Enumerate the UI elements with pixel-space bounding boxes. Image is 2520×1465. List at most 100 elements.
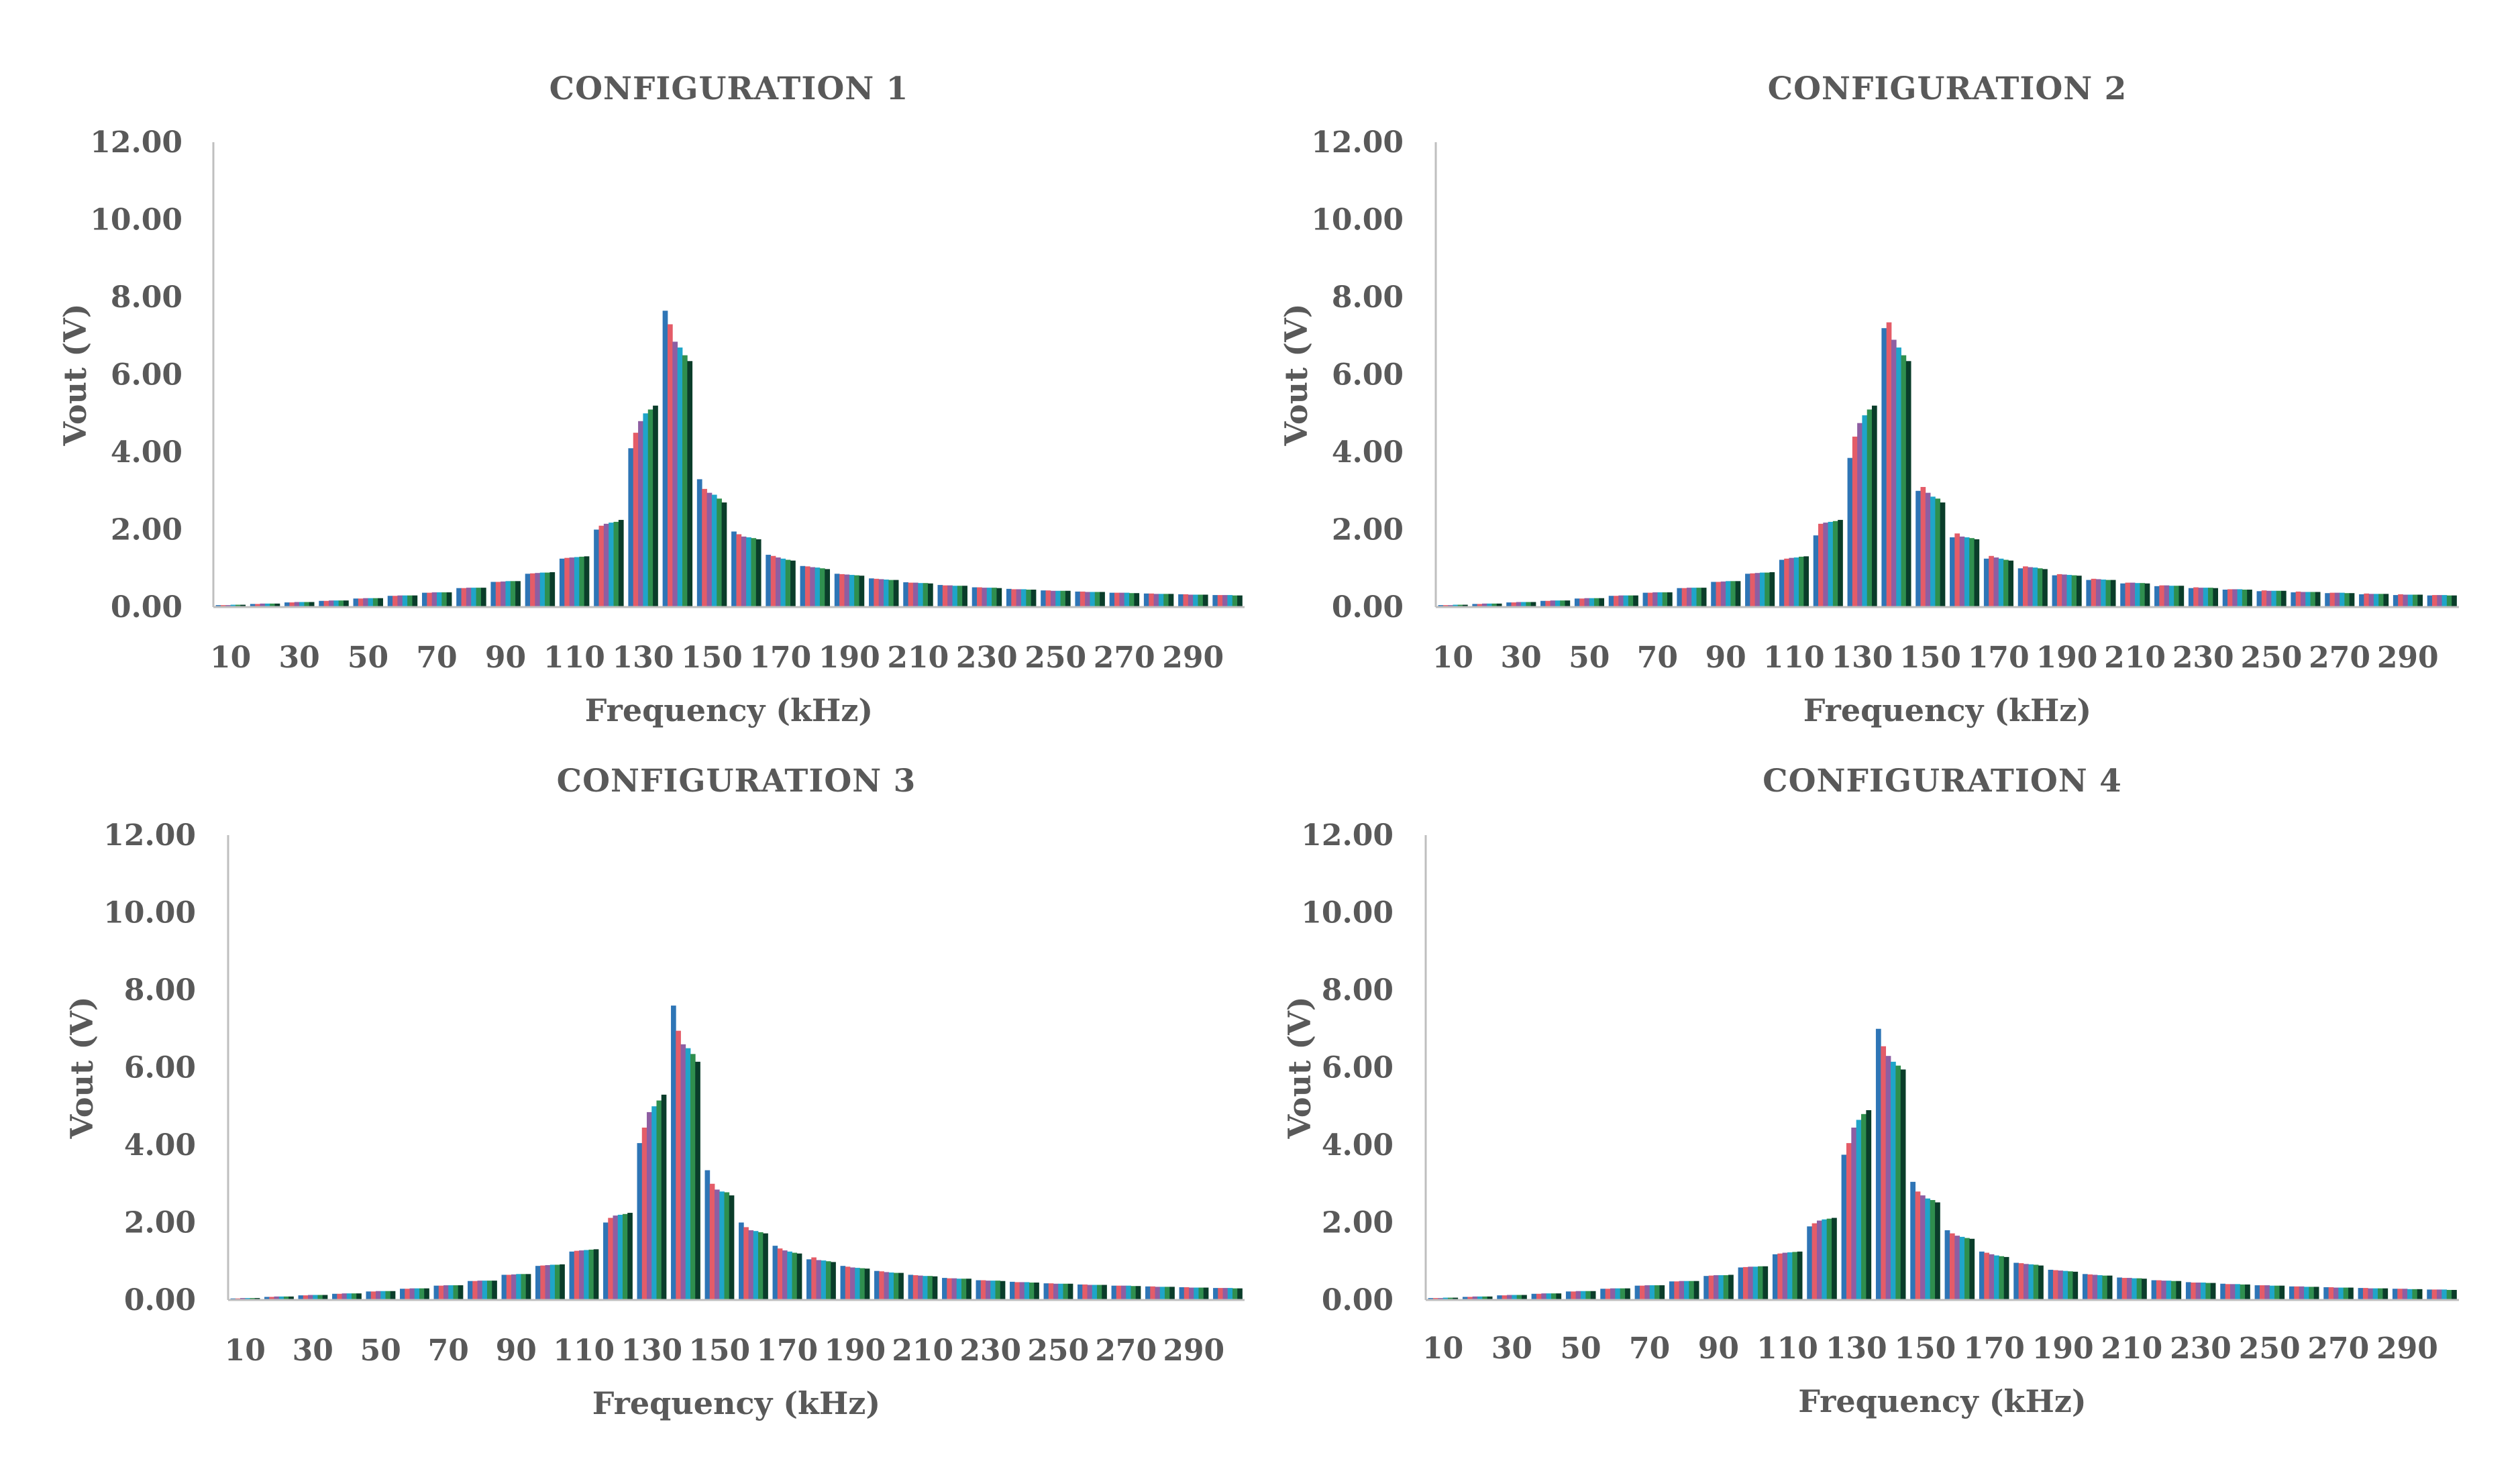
bar [898,1272,904,1300]
bar [569,1251,575,1300]
bar [1950,537,1955,607]
bar [787,1251,792,1300]
x-tick-label: 70 [428,1334,469,1368]
bar [1674,1281,1680,1300]
bar [2300,592,2306,607]
bar [2242,590,2248,607]
bar [1891,1061,1896,1300]
y-axis-label: Vout (V) [1281,996,1318,1139]
bar [962,586,967,607]
bar [1610,1288,1616,1300]
x-tick-label: 170 [1968,641,2030,675]
bar [849,575,855,607]
bar [995,1281,1001,1301]
bar [1545,600,1551,607]
bar [755,539,762,607]
bar [2373,594,2379,607]
bar [1188,594,1194,607]
bar [1506,1295,1512,1300]
bar [1847,457,1853,607]
bar [1915,1191,1921,1300]
bar [1618,595,1624,607]
bar [278,1296,284,1300]
bar [501,581,506,607]
bar [380,1291,386,1300]
bar [1969,1238,1975,1300]
bar [1812,1223,1818,1300]
bar [2107,1275,2113,1300]
bar [1723,1275,1729,1300]
x-tick-label: 130 [621,1334,682,1368]
bar [1169,1287,1175,1300]
bar [294,602,300,607]
bar [438,1285,444,1300]
bar [424,1288,429,1300]
bar [2222,590,2228,607]
bar [1852,436,1858,607]
bar [264,1297,270,1300]
bar [2362,1288,2368,1300]
bar [506,1274,512,1300]
bar [2407,594,2413,607]
bar [337,1293,342,1300]
bar [1925,492,1931,607]
bar [1728,1274,1734,1300]
bar [1198,1287,1204,1300]
bar [702,488,707,607]
bar [2427,1289,2433,1300]
bar [1502,1295,1508,1300]
bar [1720,581,1726,607]
bar [366,1291,372,1300]
bar [2442,595,2448,607]
bar [888,580,894,607]
bar [1846,1143,1852,1300]
bar [2028,1264,2034,1300]
bar [2372,1288,2378,1300]
bar [1550,600,1556,607]
bar [1034,1283,1039,1300]
bar [1183,594,1189,607]
bar [1551,1293,1557,1300]
bar [1625,1288,1630,1300]
bar [653,405,658,607]
x-tick-label: 10 [225,1334,266,1368]
bar [1203,1287,1209,1300]
bar [1925,1198,1931,1300]
bar [800,565,806,607]
bar [850,1267,855,1300]
bar [1959,536,1965,607]
bar [2003,559,2009,607]
bar [1565,1291,1571,1300]
bar [608,1217,613,1300]
bar [530,573,535,607]
chart-title: CONFIGURATION 2 [1768,70,2128,107]
y-tick-label: 4.00 [124,1128,196,1162]
bar [2431,1289,2437,1300]
x-tick-label: 70 [416,641,457,675]
bar [1556,1293,1562,1300]
bar [2413,594,2418,607]
y-tick-label: 8.00 [111,280,182,315]
bar [1944,1230,1950,1300]
bar [2018,1263,2024,1300]
bar [2417,594,2423,607]
bar [1989,555,1994,607]
bar [2359,594,2364,607]
bar [1218,1288,1223,1300]
bar [1048,1283,1054,1300]
bar [2398,594,2403,607]
bar [790,560,796,607]
x-tick-label: 90 [485,641,526,675]
bar [1194,1287,1199,1300]
bar [782,1250,788,1300]
bar [1060,590,1066,607]
bar [2276,590,2282,607]
bar [656,1100,662,1300]
x-tick-label: 110 [1756,1332,1818,1366]
bar [1511,602,1517,607]
bar [1087,1285,1093,1300]
bar [1891,339,1897,607]
bar [1134,593,1140,607]
x-tick-label: 150 [681,641,743,675]
bar [2117,1277,2123,1300]
